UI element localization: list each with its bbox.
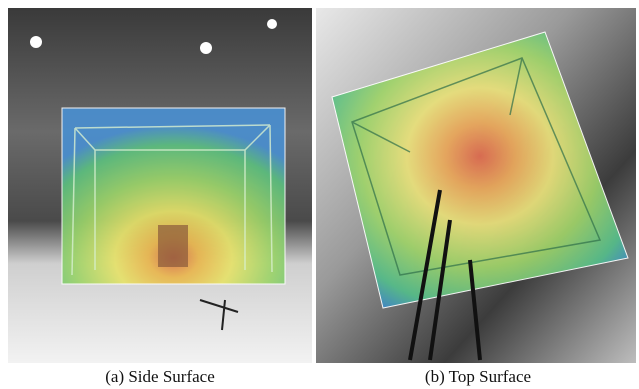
ceiling-light: [200, 42, 212, 54]
caption: (b) Top Surface: [425, 367, 531, 386]
device: [158, 225, 188, 267]
panel-side: (a) Side Surface: [8, 8, 312, 386]
figure: (a) Side Surface (b) Top Surface: [0, 0, 639, 389]
ceiling-light: [30, 36, 42, 48]
panel-top: (b) Top Surface: [316, 8, 636, 386]
ceiling-light: [267, 19, 277, 29]
caption: (a) Side Surface: [105, 367, 215, 386]
